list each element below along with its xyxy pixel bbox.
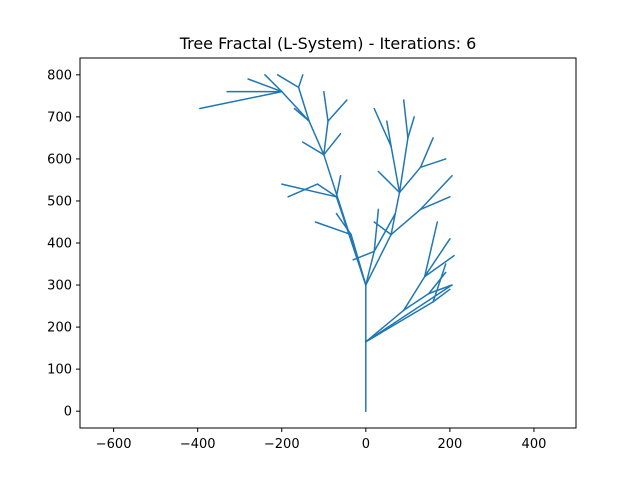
branch-segment xyxy=(365,233,392,286)
branch-segment xyxy=(423,238,451,278)
branch-segment xyxy=(287,183,319,198)
x-tick-label: −400 xyxy=(180,437,216,452)
chart-title: Tree Fractal (L-System) - Iterations: 6 xyxy=(179,34,477,53)
y-tick-label: 400 xyxy=(47,237,72,252)
branch-segment xyxy=(276,74,300,89)
x-axis-ticks: −600 −400 −200 0 200 400 xyxy=(96,428,547,452)
branch-segment xyxy=(247,78,283,93)
branch-segment xyxy=(365,250,375,286)
branch-segment xyxy=(308,120,325,156)
branch-segment xyxy=(390,191,401,236)
branch-segment xyxy=(423,254,455,278)
branch-segment xyxy=(335,174,342,198)
branch-segment xyxy=(264,74,283,93)
branch-segment xyxy=(323,120,329,156)
branch-segment xyxy=(327,99,348,122)
x-tick-label: 400 xyxy=(522,437,547,452)
branch-segment xyxy=(352,250,375,261)
branch-segment xyxy=(419,158,447,169)
branch-segment xyxy=(302,141,325,156)
y-tick-label: 600 xyxy=(47,152,72,167)
branch-segment xyxy=(314,221,352,236)
branch-segment xyxy=(423,221,439,278)
branch-segment xyxy=(386,120,392,148)
branch-segment xyxy=(373,212,397,253)
branch-segment xyxy=(398,137,409,194)
y-tick-label: 700 xyxy=(47,110,72,125)
branch-segment xyxy=(419,196,451,211)
branch-segment xyxy=(297,74,304,89)
branch-segment xyxy=(398,166,422,194)
branch-segment xyxy=(323,90,329,122)
axes-frame xyxy=(79,57,577,429)
branch-segment xyxy=(402,99,409,139)
branch-segment xyxy=(390,208,422,236)
branch-segment xyxy=(297,86,310,122)
y-tick-label: 300 xyxy=(47,279,72,294)
branch-segment xyxy=(402,275,426,312)
branch-segment xyxy=(428,271,447,295)
branch-segment xyxy=(377,170,401,194)
branch-segment xyxy=(373,208,380,253)
y-axis-ticks: 0 100 200 300 400 500 600 700 800 xyxy=(47,68,80,420)
branch-segment xyxy=(373,221,392,236)
branch-segment xyxy=(419,174,453,211)
branch-segment xyxy=(428,284,453,295)
x-tick-label: −200 xyxy=(264,437,300,452)
branch-segment xyxy=(419,137,434,169)
branch-segment xyxy=(281,183,338,198)
x-tick-label: 200 xyxy=(437,437,462,452)
branch-segment xyxy=(323,132,342,156)
branch-segment xyxy=(281,90,310,122)
branch-segment xyxy=(293,107,310,122)
branch-segment xyxy=(373,107,392,148)
y-tick-label: 800 xyxy=(47,68,72,83)
x-tick-label: 0 xyxy=(362,437,370,452)
y-tick-label: 500 xyxy=(47,194,72,209)
y-tick-label: 100 xyxy=(47,363,72,378)
plot-lines xyxy=(199,74,455,412)
branch-segment xyxy=(316,183,338,198)
branch-segment xyxy=(365,284,453,343)
branch-segment xyxy=(199,90,283,110)
branch-segment xyxy=(350,233,367,286)
branch-segment xyxy=(432,263,447,303)
branch-segment xyxy=(432,288,451,303)
x-tick-label: −600 xyxy=(96,437,132,452)
y-tick-label: 0 xyxy=(64,405,72,420)
branch-segment xyxy=(365,309,405,343)
y-tick-label: 200 xyxy=(47,321,72,336)
branch-segment xyxy=(402,292,430,312)
branch-segment xyxy=(407,116,415,139)
branch-segment xyxy=(390,145,401,194)
branch-segment xyxy=(335,212,352,236)
